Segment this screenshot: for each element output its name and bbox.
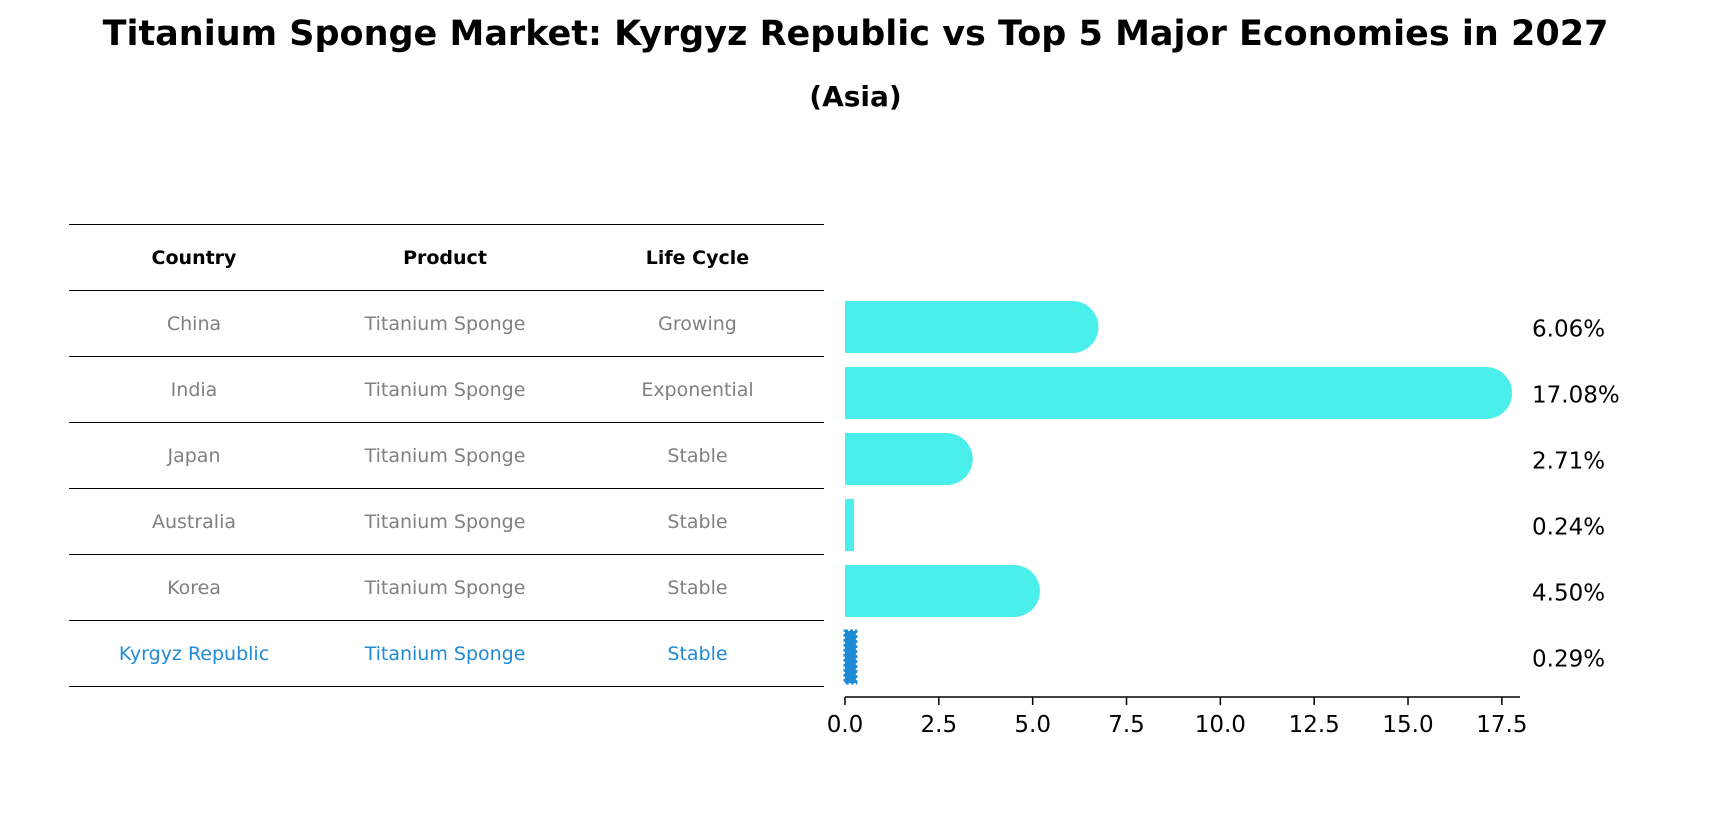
value-label: 0.29%: [1532, 647, 1605, 673]
bar-japan: [845, 433, 973, 485]
cell-country: Kyrgyz Republic: [118, 643, 270, 665]
cell-product: Titanium Sponge: [364, 511, 526, 533]
x-tick-label: 12.5: [1289, 712, 1340, 738]
cell-life-cycle: Stable: [667, 445, 728, 467]
table-header-row: Country Product Life Cycle: [69, 224, 824, 290]
cell-product: Titanium Sponge: [364, 577, 526, 599]
cell-product: Titanium Sponge: [364, 643, 526, 665]
bar-kyrgyz-republic: [843, 629, 858, 685]
cell-product: Titanium Sponge: [364, 445, 526, 467]
value-label: 0.24%: [1532, 515, 1605, 541]
cell-country: Japan: [167, 445, 221, 467]
table-row: Korea Titanium Sponge Stable: [69, 554, 824, 620]
cell-life-cycle: Exponential: [641, 379, 754, 401]
value-label: 17.08%: [1532, 383, 1620, 409]
bar-china: [845, 301, 1099, 353]
cell-country: China: [166, 313, 222, 335]
table-row: China Titanium Sponge Growing: [69, 290, 824, 356]
cell-life-cycle: Stable: [667, 511, 728, 533]
x-tick-label: 17.5: [1476, 712, 1527, 738]
bar-australia: [845, 499, 855, 551]
chart-title: Titanium Sponge Market: Kyrgyz Republic …: [102, 14, 1609, 54]
bar-korea: [845, 565, 1040, 617]
column-header-country: Country: [151, 247, 237, 269]
cell-country: Australia: [151, 511, 237, 533]
table-row-highlighted: Kyrgyz Republic Titanium Sponge Stable: [69, 620, 824, 687]
table-row: Japan Titanium Sponge Stable: [69, 422, 824, 488]
x-tick-label: 7.5: [1108, 712, 1145, 738]
x-tick-label: 0.0: [827, 712, 864, 738]
chart-subtitle: (Asia): [809, 80, 902, 113]
bar-india: [845, 367, 1513, 419]
cell-life-cycle: Growing: [658, 313, 737, 335]
x-tick-label: 10.0: [1195, 712, 1246, 738]
country-table: Country Product Life Cycle China Titaniu…: [69, 224, 824, 687]
x-tick-label: 2.5: [921, 712, 958, 738]
column-header-life-cycle: Life Cycle: [645, 247, 750, 269]
value-label: 6.06%: [1532, 317, 1605, 343]
value-label: 4.50%: [1532, 581, 1605, 607]
cell-product: Titanium Sponge: [364, 313, 526, 335]
cell-life-cycle: Stable: [667, 643, 728, 665]
cell-country: Korea: [167, 577, 221, 599]
column-header-product: Product: [403, 247, 487, 269]
cell-country: India: [170, 379, 218, 401]
cell-product: Titanium Sponge: [364, 379, 526, 401]
value-label: 2.71%: [1532, 449, 1605, 475]
table-row: India Titanium Sponge Exponential: [69, 356, 824, 422]
x-tick-label: 5.0: [1014, 712, 1051, 738]
x-tick-label: 15.0: [1382, 712, 1433, 738]
table-row: Australia Titanium Sponge Stable: [69, 488, 824, 554]
cell-life-cycle: Stable: [667, 577, 728, 599]
